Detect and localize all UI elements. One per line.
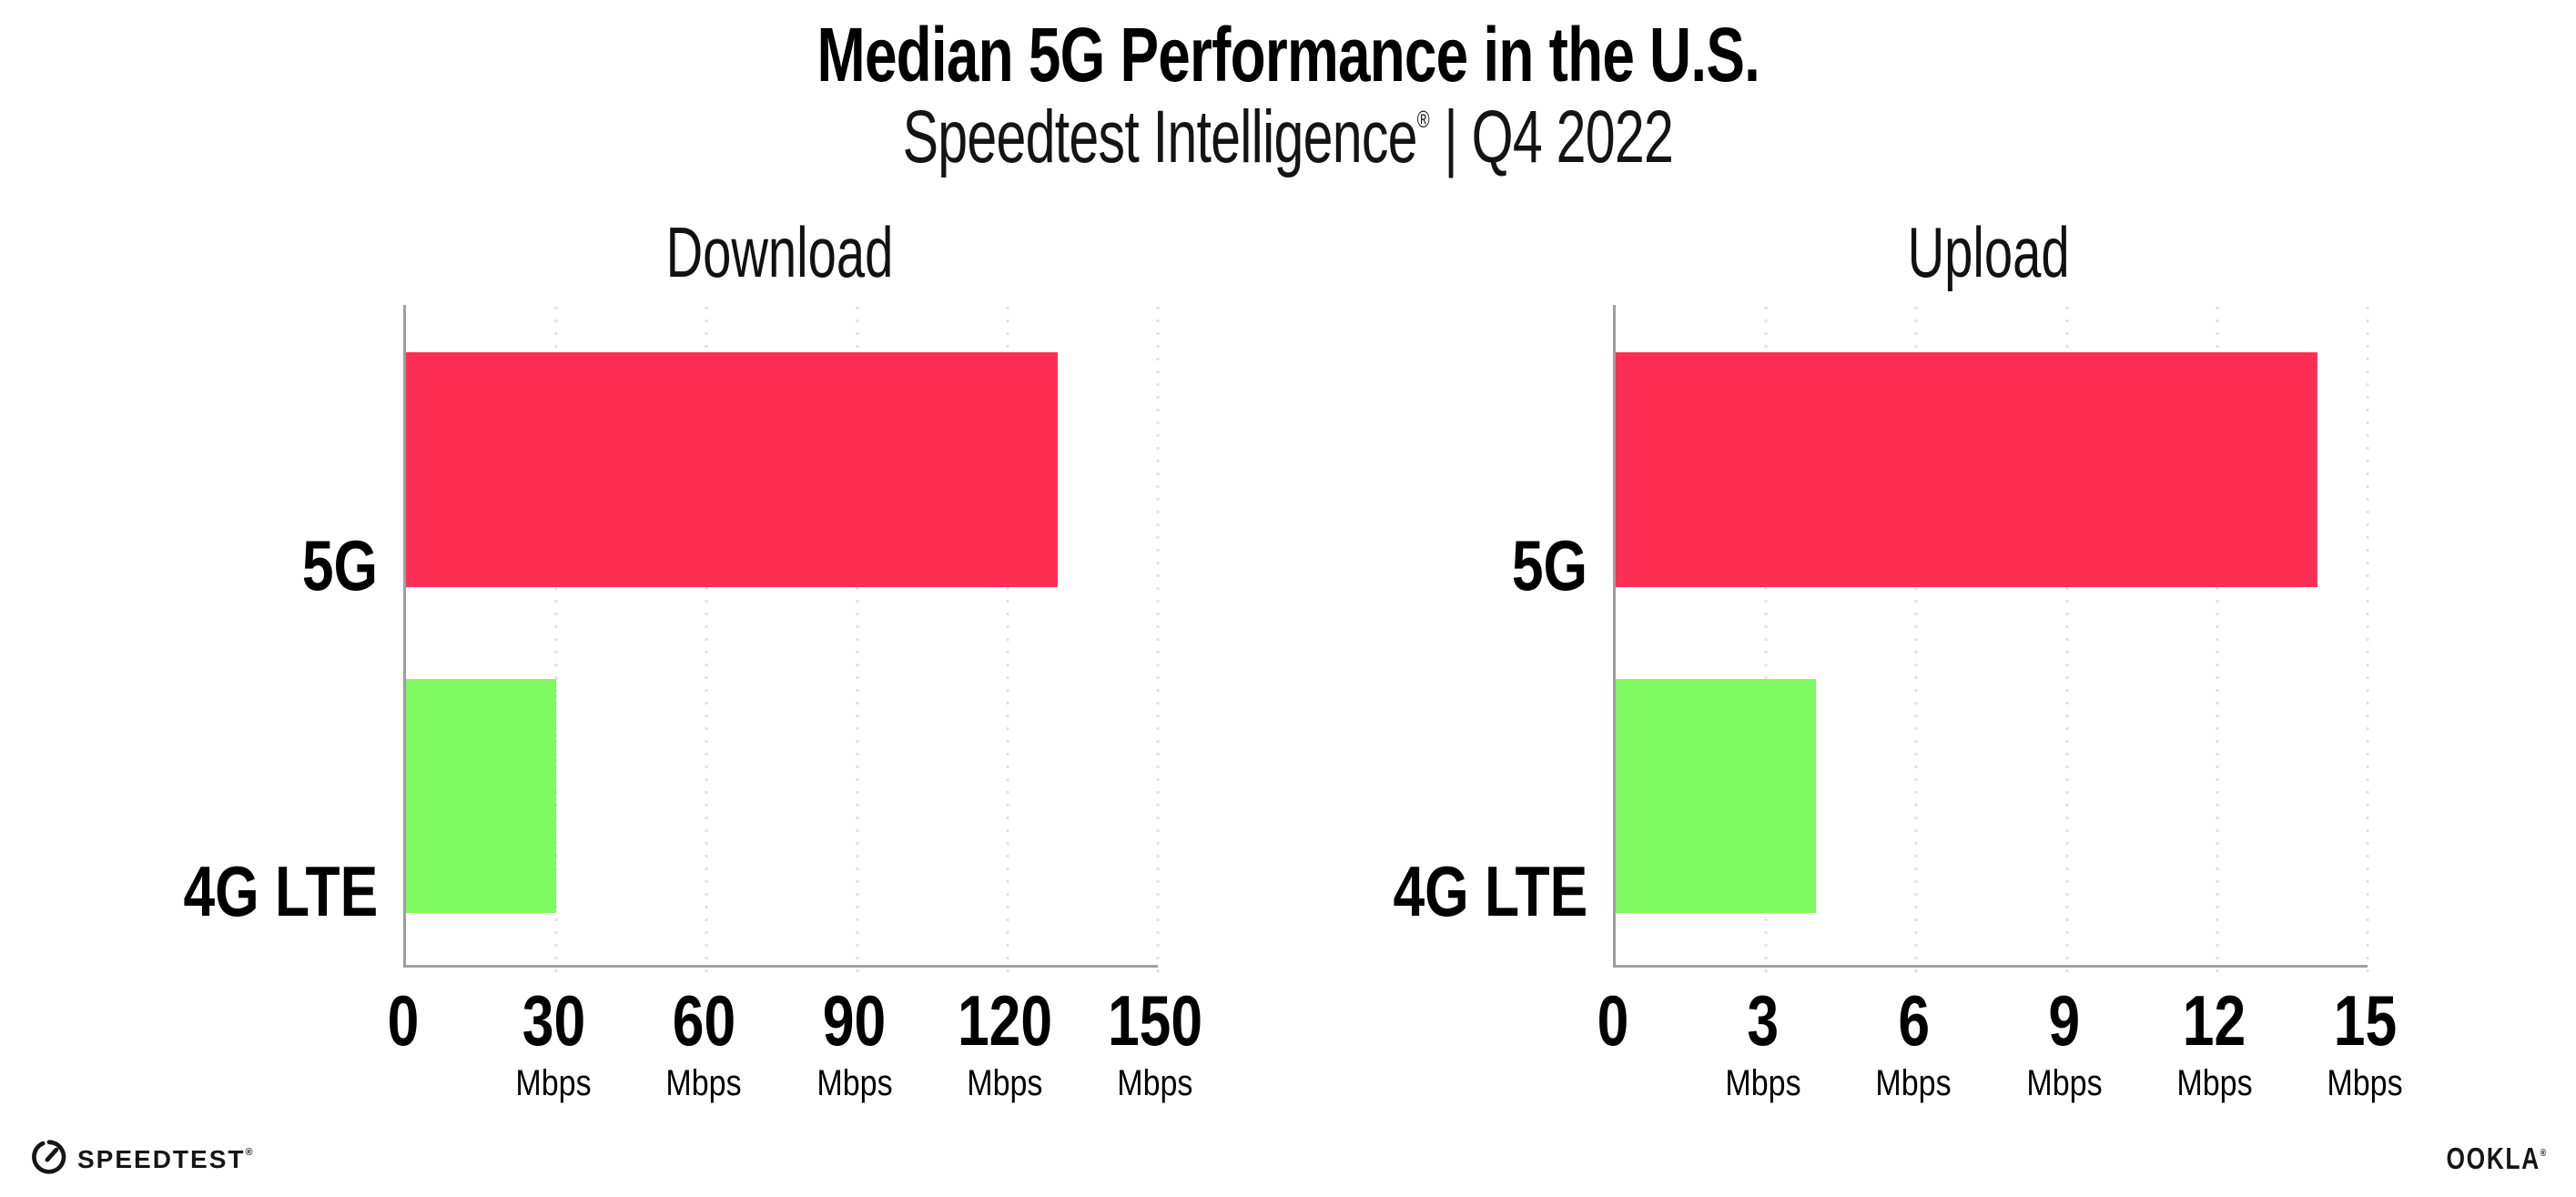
gridline-12 (2216, 307, 2219, 978)
registered-mark: ® (2540, 1148, 2546, 1159)
gridline-90 (856, 307, 859, 978)
gridline-60 (705, 307, 708, 978)
page-subtitle: Speedtest Intelligence® | Q4 2022 (0, 98, 2576, 177)
x-tick-3: 3 Mbps (1725, 980, 1801, 1103)
upload-x-axis: 0 3 Mbps 6 Mbps 9 Mbps 12 Mbps 15 Mbps (1597, 980, 2403, 1126)
footer: SPEEDTEST® OOKLA® (0, 1129, 2576, 1197)
gridline-6 (1914, 307, 1918, 978)
category-label-5g: 5G (1511, 525, 1587, 605)
upload-plot-area (1613, 305, 2369, 978)
category-label-5g: 5G (301, 525, 378, 605)
gridline-3 (1764, 307, 1768, 978)
x-tick-150: 150 Mbps (1107, 980, 1203, 1103)
gridline-150 (1156, 307, 1160, 978)
bar-5g-upload (1616, 352, 2317, 587)
download-x-axis: 0 30 Mbps 60 Mbps 90 Mbps 120 Mbps 150 Mbps (388, 980, 1202, 1126)
category-label-4g-lte: 4G LTE (183, 851, 378, 931)
x-tick-120: 120 Mbps (957, 980, 1052, 1103)
speedtest-wordmark: SPEEDTEST® (77, 1144, 253, 1173)
download-chart-title: Download (665, 212, 893, 292)
speedtest-gauge-icon (30, 1138, 68, 1181)
gridline-15 (2366, 307, 2369, 978)
ookla-wordmark: OOKLA (2446, 1141, 2541, 1175)
x-tick-90: 90 Mbps (816, 980, 893, 1103)
speedtest-logo: SPEEDTEST® (30, 1138, 253, 1181)
x-tick-30: 30 Mbps (515, 980, 592, 1103)
registered-mark: ® (1416, 106, 1430, 134)
gridline-30 (554, 307, 558, 978)
header: Median 5G Performance in the U.S. Speedt… (0, 0, 2576, 177)
x-tick-9: 9 Mbps (2026, 980, 2103, 1103)
x-tick-0: 0 (387, 980, 420, 1060)
x-tick-6: 6 Mbps (1875, 980, 1952, 1103)
download-chart: Download 5G 4G LTE 0 30 Mbps 60 Mbps 90 Mbps 12… (57, 209, 1202, 1129)
category-label-4g-lte: 4G LTE (1393, 851, 1587, 931)
x-tick-60: 60 Mbps (665, 980, 742, 1103)
subtitle-period: | Q4 2022 (1429, 96, 1674, 179)
download-plot-area (403, 305, 1160, 978)
upload-chart: Upload 5G 4G LTE 0 3 Mbps 6 Mbps 9 Mbps 12 Mbps 1… (1267, 209, 2403, 1129)
ookla-logo: OOKLA® (2421, 1141, 2546, 1176)
gridline-120 (1006, 307, 1009, 978)
x-tick-15: 15 Mbps (2327, 980, 2403, 1103)
bar-4g-lte-upload (1616, 679, 1817, 913)
x-tick-12: 12 Mbps (2176, 980, 2253, 1103)
gridline-9 (2065, 307, 2069, 978)
bar-5g-download (406, 352, 1058, 587)
bar-4g-lte-download (406, 679, 557, 913)
page-title: Median 5G Performance in the U.S. (816, 12, 1760, 97)
subtitle-brand: Speedtest Intelligence (902, 96, 1418, 179)
upload-chart-title: Upload (1908, 212, 2070, 292)
x-tick-0: 0 (1597, 980, 1629, 1060)
registered-mark: ® (245, 1146, 253, 1158)
